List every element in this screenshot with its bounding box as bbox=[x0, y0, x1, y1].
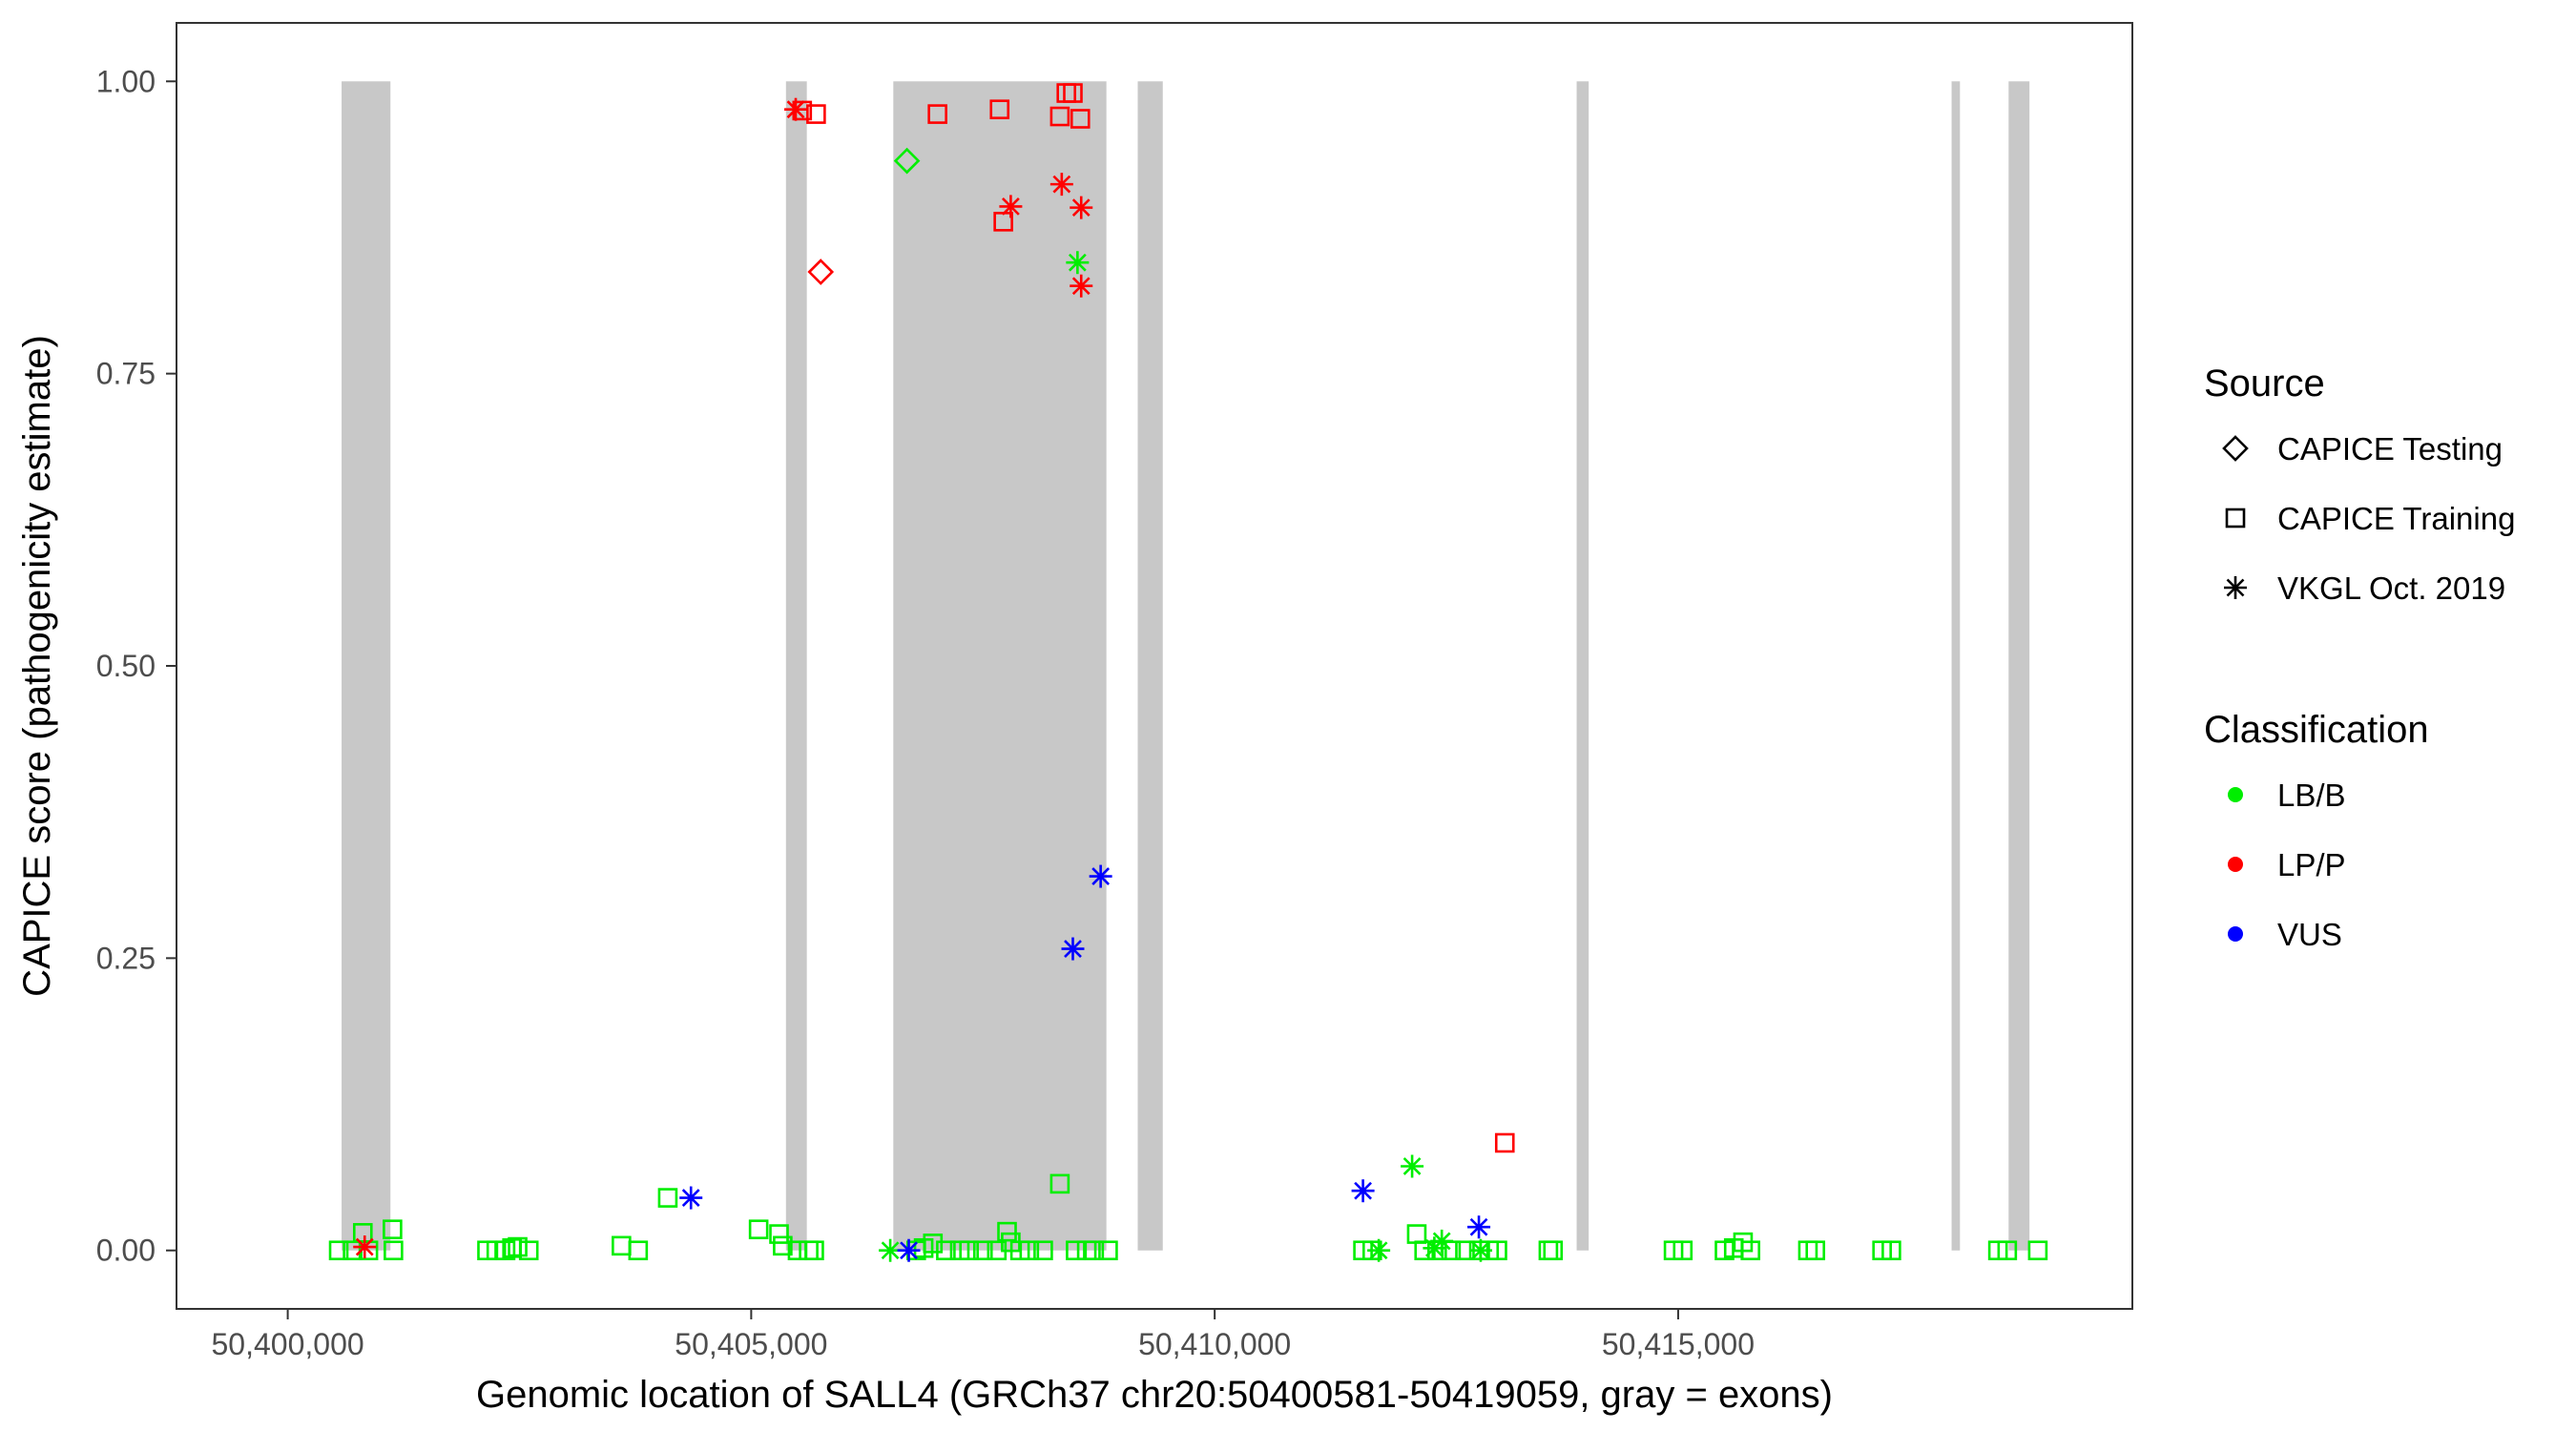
data-point bbox=[1740, 1240, 1761, 1261]
legend-class-label: VUS bbox=[2277, 917, 2342, 952]
data-point bbox=[1098, 1240, 1118, 1261]
data-point bbox=[1401, 1154, 1424, 1178]
legend-class-key bbox=[2228, 787, 2243, 802]
data-point bbox=[353, 1235, 377, 1259]
data-point bbox=[383, 1219, 403, 1239]
data-point bbox=[1084, 1240, 1105, 1261]
legend-class-label: LB/B bbox=[2277, 778, 2346, 813]
data-point bbox=[1881, 1240, 1901, 1261]
data-point bbox=[1367, 1238, 1391, 1262]
legend-source-label: VKGL Oct. 2019 bbox=[2277, 570, 2505, 606]
data-point bbox=[1019, 1240, 1040, 1261]
exon-band-4 bbox=[1137, 81, 1163, 1251]
point-layer bbox=[328, 83, 2048, 1262]
data-point bbox=[679, 1186, 703, 1210]
data-point bbox=[897, 1238, 921, 1262]
data-point bbox=[1805, 1240, 1826, 1261]
legend-class-label: LP/P bbox=[2277, 847, 2346, 882]
legend-class-key bbox=[2228, 926, 2243, 942]
data-point bbox=[804, 1240, 824, 1261]
data-point bbox=[773, 1235, 793, 1256]
data-point bbox=[1430, 1229, 1454, 1253]
x-axis-label: Genomic location of SALL4 (GRCh37 chr20:… bbox=[476, 1374, 1833, 1416]
data-point bbox=[508, 1236, 528, 1257]
legend-source-key bbox=[2225, 508, 2246, 529]
data-point bbox=[628, 1240, 649, 1261]
data-point bbox=[936, 1240, 956, 1261]
legend-source-key bbox=[2222, 435, 2249, 462]
data-point bbox=[2027, 1240, 2048, 1261]
legend-source-title: Source bbox=[2204, 363, 2325, 404]
exon-band-5 bbox=[1576, 81, 1589, 1251]
exon-band-3 bbox=[893, 81, 1107, 1251]
data-point bbox=[1468, 1238, 1492, 1262]
data-point bbox=[1494, 1132, 1515, 1153]
data-point bbox=[1406, 1224, 1427, 1244]
data-point bbox=[1351, 1179, 1375, 1203]
data-point bbox=[1070, 196, 1093, 219]
data-point bbox=[1070, 109, 1091, 129]
y-tick-label: 0.50 bbox=[96, 649, 156, 683]
data-point bbox=[893, 147, 921, 175]
axis-layer: 50,400,000 50,405,000 50,410,000 50,415,000… bbox=[96, 64, 1755, 1361]
y-axis-label: CAPICE score (pathogenicity estimate) bbox=[16, 335, 58, 997]
y-tick-label: 0.00 bbox=[96, 1234, 156, 1268]
data-point bbox=[1066, 251, 1090, 275]
data-point bbox=[972, 1240, 993, 1261]
data-point bbox=[328, 1240, 349, 1261]
data-point bbox=[495, 1240, 516, 1261]
data-point bbox=[769, 1224, 789, 1244]
exon-band-7 bbox=[2008, 81, 2030, 1251]
x-tick-label: 50,405,000 bbox=[675, 1327, 827, 1361]
data-point bbox=[989, 99, 1010, 119]
data-point bbox=[612, 1235, 632, 1256]
legend: Source Classification CAPICE Testing CAPI… bbox=[2204, 363, 2515, 952]
exon-band-2 bbox=[785, 81, 807, 1251]
x-tick-label: 50,415,000 bbox=[1602, 1327, 1755, 1361]
exon-band-6 bbox=[1951, 81, 1961, 1251]
x-tick-label: 50,410,000 bbox=[1138, 1327, 1291, 1361]
data-point bbox=[807, 259, 835, 285]
exon-layer bbox=[342, 81, 2030, 1251]
data-point bbox=[1089, 864, 1112, 888]
data-point bbox=[1997, 1240, 2018, 1261]
data-point bbox=[657, 1188, 678, 1208]
y-tick-label: 0.75 bbox=[96, 357, 156, 391]
data-point bbox=[999, 195, 1023, 218]
data-point bbox=[997, 1221, 1017, 1242]
data-point bbox=[959, 1240, 979, 1261]
data-point bbox=[1538, 1240, 1559, 1261]
data-point bbox=[1049, 106, 1070, 127]
y-tick-label: 0.25 bbox=[96, 941, 156, 975]
legend-source-label: CAPICE Training bbox=[2277, 501, 2515, 536]
data-point bbox=[1049, 1173, 1070, 1194]
data-point bbox=[927, 104, 947, 124]
data-point bbox=[923, 1234, 944, 1254]
legend-source-label: CAPICE Testing bbox=[2277, 431, 2503, 467]
data-point bbox=[806, 104, 826, 124]
data-point bbox=[518, 1240, 539, 1261]
data-point bbox=[784, 97, 808, 121]
y-tick-label: 1.00 bbox=[96, 64, 156, 98]
data-point bbox=[1049, 173, 1073, 197]
data-point bbox=[1070, 274, 1093, 298]
data-point bbox=[1543, 1240, 1564, 1261]
data-point bbox=[1467, 1215, 1491, 1239]
legend-class-key bbox=[2228, 857, 2243, 872]
data-point bbox=[1672, 1240, 1693, 1261]
legend-source-key bbox=[2224, 576, 2247, 599]
data-point bbox=[748, 1219, 769, 1239]
data-point bbox=[1033, 1240, 1053, 1261]
data-point bbox=[1063, 83, 1083, 103]
data-point bbox=[1066, 1240, 1086, 1261]
legend-classification-title: Classification bbox=[2204, 709, 2429, 751]
x-tick-label: 50,400,000 bbox=[212, 1327, 364, 1361]
data-point bbox=[384, 1240, 404, 1261]
data-point bbox=[1061, 937, 1085, 961]
exon-band-1 bbox=[342, 81, 391, 1251]
